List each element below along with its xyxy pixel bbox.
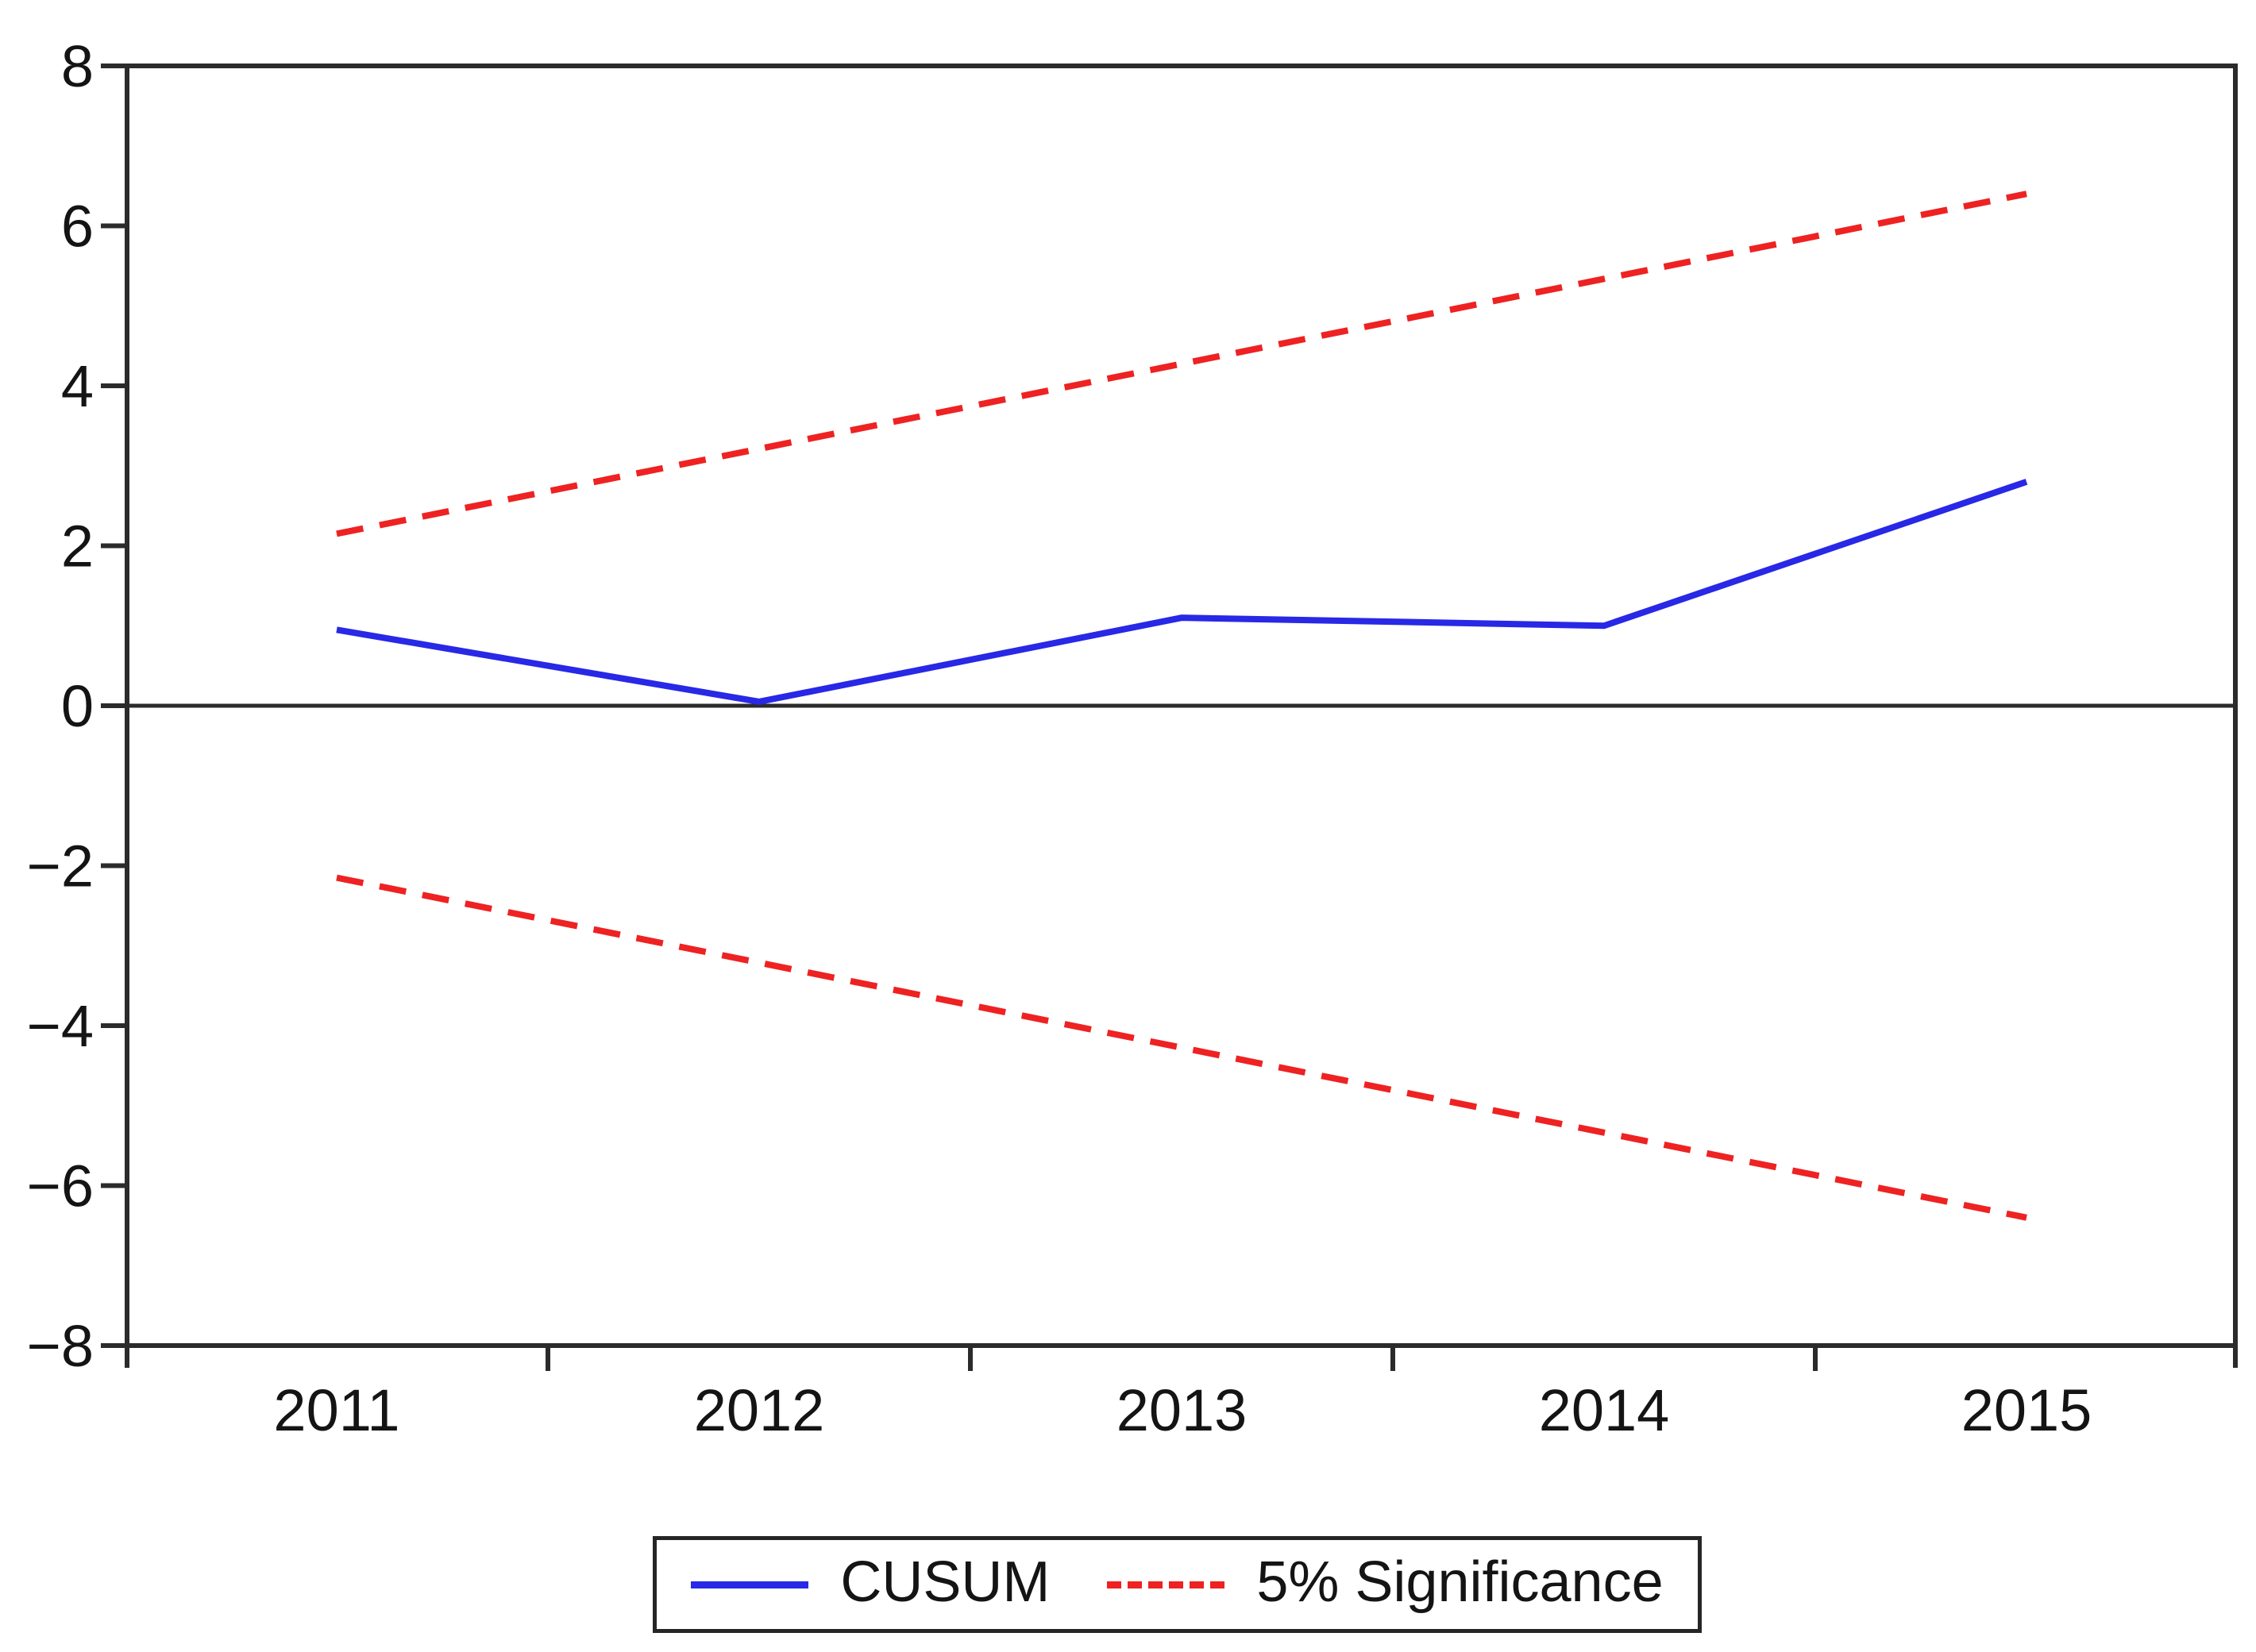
x-tick-label: 2011 [273, 1377, 399, 1443]
x-tick-label: 2014 [1539, 1377, 1670, 1443]
legend-item-cusum: CUSUM [691, 1554, 1050, 1615]
legend-item-significance: 5% Significance [1107, 1550, 1664, 1615]
y-tick-label: −6 [27, 1153, 94, 1219]
legend-label-significance: 5% Significance [1256, 1550, 1664, 1614]
x-tick-label: 2015 [1961, 1377, 2092, 1443]
y-tick-label: 6 [61, 194, 94, 260]
x-tick-label: 2013 [1116, 1377, 1248, 1443]
y-tick-label: −4 [27, 993, 94, 1059]
cusum-line-swatch-icon [691, 1581, 809, 1588]
y-tick-label: 4 [61, 353, 94, 419]
x-tick-label: 2012 [694, 1377, 825, 1443]
significance-lower-line [336, 874, 2027, 1221]
y-tick-label: −2 [27, 834, 94, 899]
significance-upper-line [336, 191, 2027, 537]
y-tick-label: 2 [61, 514, 94, 580]
y-tick-label: 8 [61, 33, 94, 99]
y-tick-label: −8 [27, 1313, 94, 1379]
significance-line-swatch-icon [1107, 1581, 1225, 1588]
cusum-line [336, 479, 2028, 706]
legend-box: CUSUM 5% Significance [653, 1536, 1702, 1633]
y-tick-label: 0 [61, 673, 94, 739]
legend-label-cusum: CUSUM [840, 1550, 1051, 1614]
